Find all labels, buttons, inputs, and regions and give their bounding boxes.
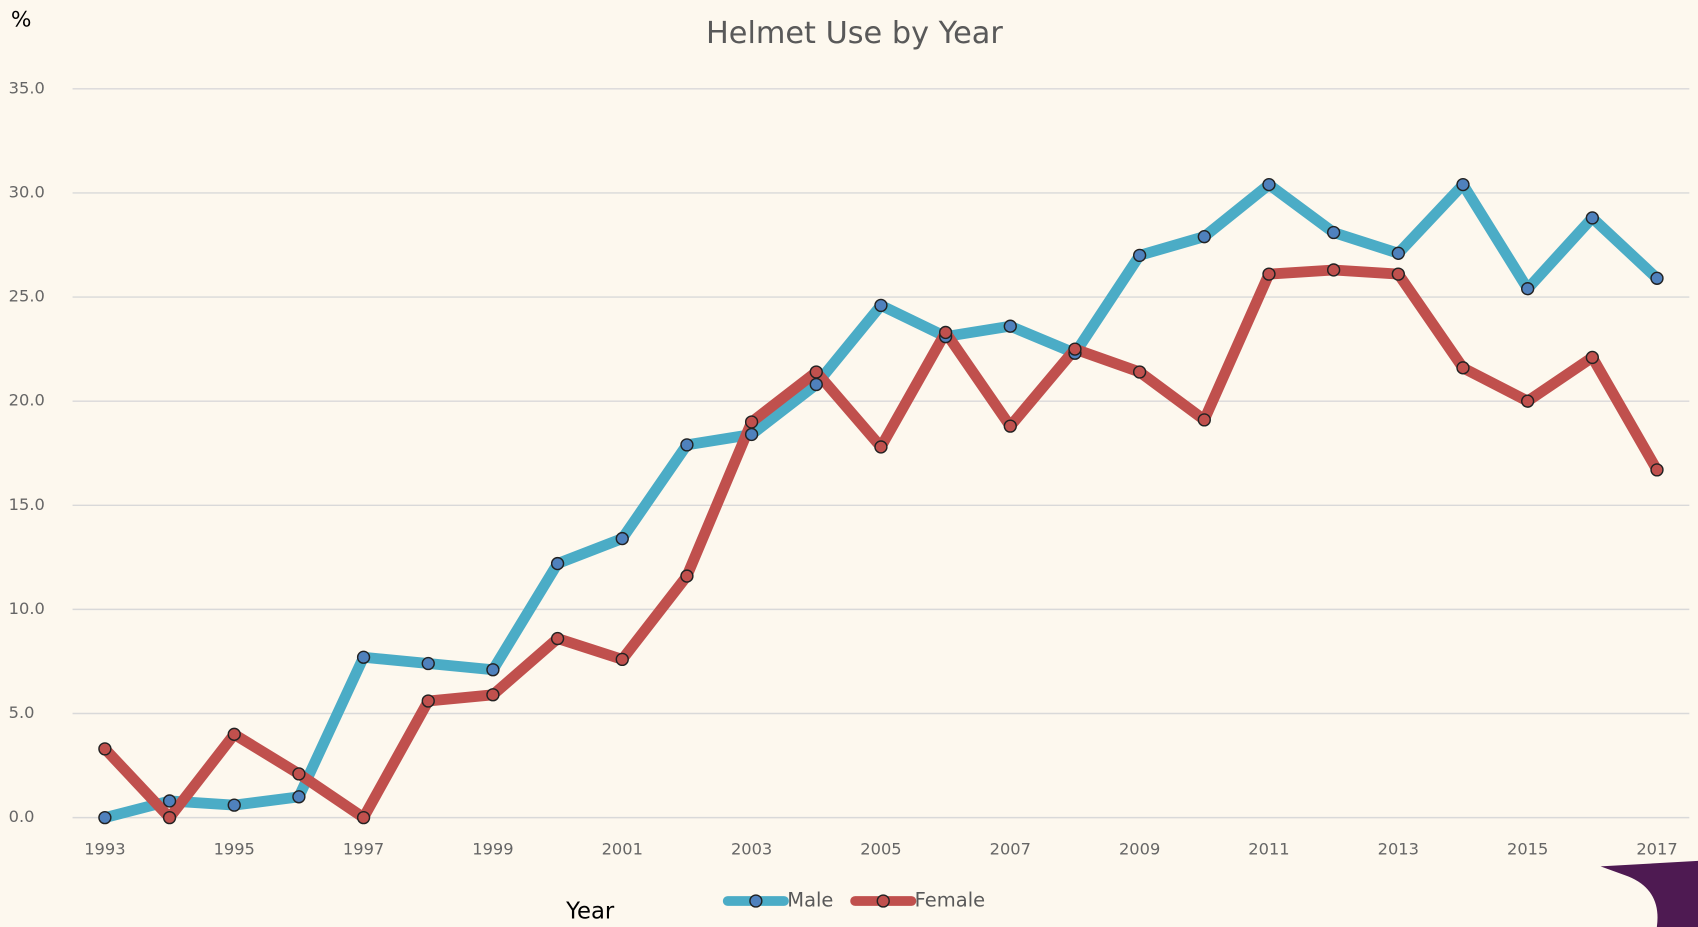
marker <box>1132 365 1147 379</box>
marker <box>1003 419 1017 433</box>
marker <box>1068 342 1082 356</box>
marker <box>1262 177 1276 192</box>
marker <box>1520 394 1535 408</box>
marker <box>1585 350 1599 365</box>
marker <box>1262 267 1276 281</box>
marker <box>550 631 565 646</box>
x-tick-label: 2001 <box>602 840 643 859</box>
x-tick-label: 2007 <box>990 840 1031 859</box>
marker <box>421 694 435 708</box>
marker <box>162 794 177 808</box>
marker <box>1456 361 1470 375</box>
marker <box>227 727 241 741</box>
legend-item: Female <box>850 888 985 911</box>
marker <box>744 427 759 442</box>
x-tick-label: 2005 <box>860 840 901 859</box>
x-tick-label: 2015 <box>1507 840 1548 859</box>
y-tick-label: 0.0 <box>9 807 35 826</box>
marker <box>486 663 500 677</box>
marker <box>1585 211 1599 225</box>
marker <box>615 531 629 546</box>
marker <box>1391 267 1405 281</box>
y-tick-label: 35.0 <box>9 78 45 97</box>
marker <box>227 798 241 812</box>
x-tick-label: 2011 <box>1248 840 1289 859</box>
marker <box>292 790 306 804</box>
marker <box>744 415 759 429</box>
marker <box>1197 229 1211 244</box>
marker <box>356 810 371 825</box>
marker <box>1326 263 1341 277</box>
marker <box>356 650 371 664</box>
marker <box>292 767 306 781</box>
y-tick-label: 5.0 <box>9 703 35 722</box>
legend-label: Female <box>915 888 985 911</box>
marker <box>550 556 565 571</box>
x-tick-label: 1999 <box>472 840 513 859</box>
marker <box>938 325 953 340</box>
marker <box>1650 271 1664 285</box>
marker <box>98 810 112 825</box>
y-tick-label: 20.0 <box>9 391 45 410</box>
x-tick-label: 2009 <box>1119 840 1160 859</box>
marker <box>1456 177 1470 192</box>
marker <box>1197 413 1211 427</box>
marker <box>1132 248 1147 263</box>
x-tick-label: 1995 <box>214 840 255 859</box>
marker <box>98 742 112 756</box>
y-tick-label: 10.0 <box>9 599 45 618</box>
legend-marker <box>749 894 763 908</box>
marker <box>615 652 629 667</box>
marker <box>1326 225 1341 240</box>
marker <box>809 365 823 379</box>
y-tick-label: 30.0 <box>9 182 45 201</box>
y-tick-label: 15.0 <box>9 495 45 514</box>
legend-item: Male <box>722 888 833 911</box>
marker <box>421 656 435 671</box>
decoration <box>1600 860 1698 927</box>
legend-label: Male <box>787 888 833 911</box>
marker <box>1391 246 1405 260</box>
legend-marker <box>876 894 890 908</box>
x-tick-label: 1993 <box>84 840 125 859</box>
y-axis-label: % <box>11 8 32 33</box>
marker <box>874 440 888 454</box>
x-tick-label: 1997 <box>343 840 384 859</box>
chart-title: Helmet Use by Year <box>706 16 1003 51</box>
marker <box>680 438 694 452</box>
marker <box>874 298 888 313</box>
marker <box>486 688 500 702</box>
marker <box>1650 463 1664 477</box>
x-tick-label: 2017 <box>1636 840 1677 859</box>
marker <box>680 569 694 583</box>
x-axis-label: Year <box>565 898 615 924</box>
marker <box>162 810 177 825</box>
marker <box>1003 319 1017 333</box>
x-tick-label: 2003 <box>731 840 772 859</box>
marker <box>1520 282 1535 296</box>
y-tick-label: 25.0 <box>9 287 45 306</box>
marker <box>809 377 823 392</box>
x-tick-label: 2013 <box>1378 840 1419 859</box>
